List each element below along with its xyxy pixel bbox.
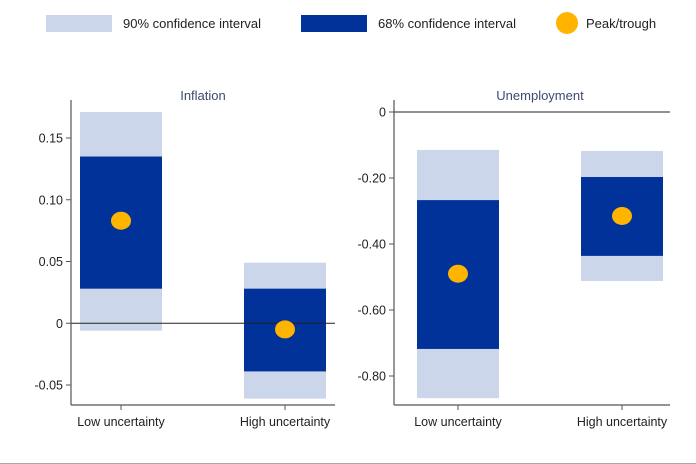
y-tick-label: 0	[379, 106, 386, 120]
x-tick-label: High uncertainty	[577, 415, 668, 429]
panel-title: Inflation	[180, 88, 226, 103]
peak-trough-dot	[448, 264, 468, 283]
panel-title: Unemployment	[496, 88, 584, 103]
y-tick-label: 0.15	[39, 132, 63, 146]
peak-trough-dot	[111, 211, 131, 230]
y-tick-label: 0	[56, 317, 63, 331]
legend-label-ci90: 90% confidence interval	[123, 16, 261, 31]
y-tick-label: 0.05	[39, 255, 63, 269]
unemployment-panel: Unemployment 0 -0.20 -0.40 -0.60 -0.80 Low unc…	[358, 88, 670, 429]
y-tick-label: -0.20	[358, 172, 387, 186]
y-tick-label: -0.60	[358, 304, 387, 318]
x-tick-label: Low uncertainty	[77, 415, 165, 429]
legend-swatch-ci90	[46, 15, 112, 32]
x-tick-label: High uncertainty	[240, 415, 331, 429]
y-tick-label: 0.10	[39, 193, 63, 207]
peak-trough-dot	[275, 320, 295, 339]
legend-swatch-ci68	[301, 15, 367, 32]
legend-swatch-peak	[556, 12, 578, 34]
legend: 90% confidence interval 68% confidence in…	[46, 12, 656, 34]
peak-trough-dot	[612, 206, 632, 225]
inflation-panel: Inflation 0.15 0.10 0.05 0 -0.05 Low uncertain…	[35, 88, 335, 429]
x-tick-label: Low uncertainty	[414, 415, 502, 429]
y-tick-label: -0.80	[358, 370, 387, 384]
legend-label-ci68: 68% confidence interval	[378, 16, 516, 31]
y-tick-label: -0.05	[35, 379, 64, 393]
y-tick-label: -0.40	[358, 238, 387, 252]
legend-label-peak: Peak/trough	[586, 16, 656, 31]
